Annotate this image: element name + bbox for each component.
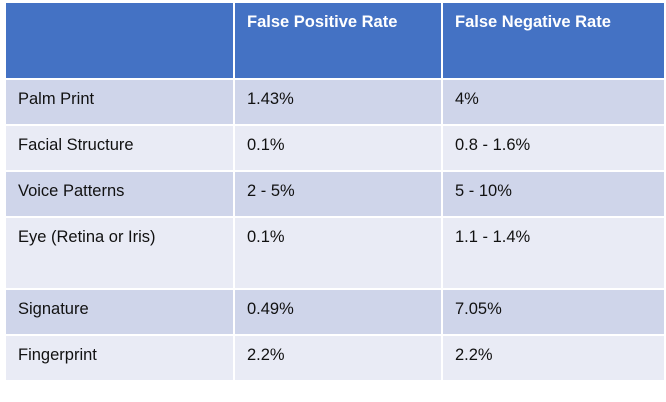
false-negative-value: 7.05% bbox=[442, 289, 664, 336]
header-row: False Positive Rate False Negative Rate bbox=[6, 3, 664, 80]
header-cell-method bbox=[6, 3, 235, 80]
false-positive-value: 2 - 5% bbox=[234, 171, 443, 218]
row-label: Palm Print bbox=[6, 79, 235, 126]
header-cell-false-positive-rate: False Positive Rate bbox=[234, 3, 443, 80]
row-label: Voice Patterns bbox=[6, 171, 235, 218]
false-positive-value: 0.49% bbox=[234, 289, 443, 336]
row-label: Fingerprint bbox=[6, 335, 235, 382]
false-negative-value: 1.1 - 1.4% bbox=[442, 217, 664, 290]
row-label: Signature bbox=[6, 289, 235, 336]
table-header: False Positive Rate False Negative Rate bbox=[6, 3, 664, 80]
false-negative-value: 5 - 10% bbox=[442, 171, 664, 218]
rates-table: False Positive Rate False Negative Rate … bbox=[6, 3, 664, 382]
table-row: Facial Structure 0.1% 0.8 - 1.6% bbox=[6, 125, 664, 172]
row-label: Eye (Retina or Iris) bbox=[6, 217, 235, 290]
false-positive-value: 2.2% bbox=[234, 335, 443, 382]
biometric-error-rate-table: False Positive Rate False Negative Rate … bbox=[6, 3, 664, 382]
false-positive-value: 0.1% bbox=[234, 217, 443, 290]
false-negative-value: 2.2% bbox=[442, 335, 664, 382]
false-negative-value: 0.8 - 1.6% bbox=[442, 125, 664, 172]
false-positive-value: 0.1% bbox=[234, 125, 443, 172]
table-row: Eye (Retina or Iris) 0.1% 1.1 - 1.4% bbox=[6, 217, 664, 290]
row-label: Facial Structure bbox=[6, 125, 235, 172]
false-negative-value: 4% bbox=[442, 79, 664, 126]
table-row: Fingerprint 2.2% 2.2% bbox=[6, 335, 664, 382]
table-row: Palm Print 1.43% 4% bbox=[6, 79, 664, 126]
header-cell-false-negative-rate: False Negative Rate bbox=[442, 3, 664, 80]
table-body: Palm Print 1.43% 4% Facial Structure 0.1… bbox=[6, 79, 664, 382]
table-row: Signature 0.49% 7.05% bbox=[6, 289, 664, 336]
false-positive-value: 1.43% bbox=[234, 79, 443, 126]
table-row: Voice Patterns 2 - 5% 5 - 10% bbox=[6, 171, 664, 218]
